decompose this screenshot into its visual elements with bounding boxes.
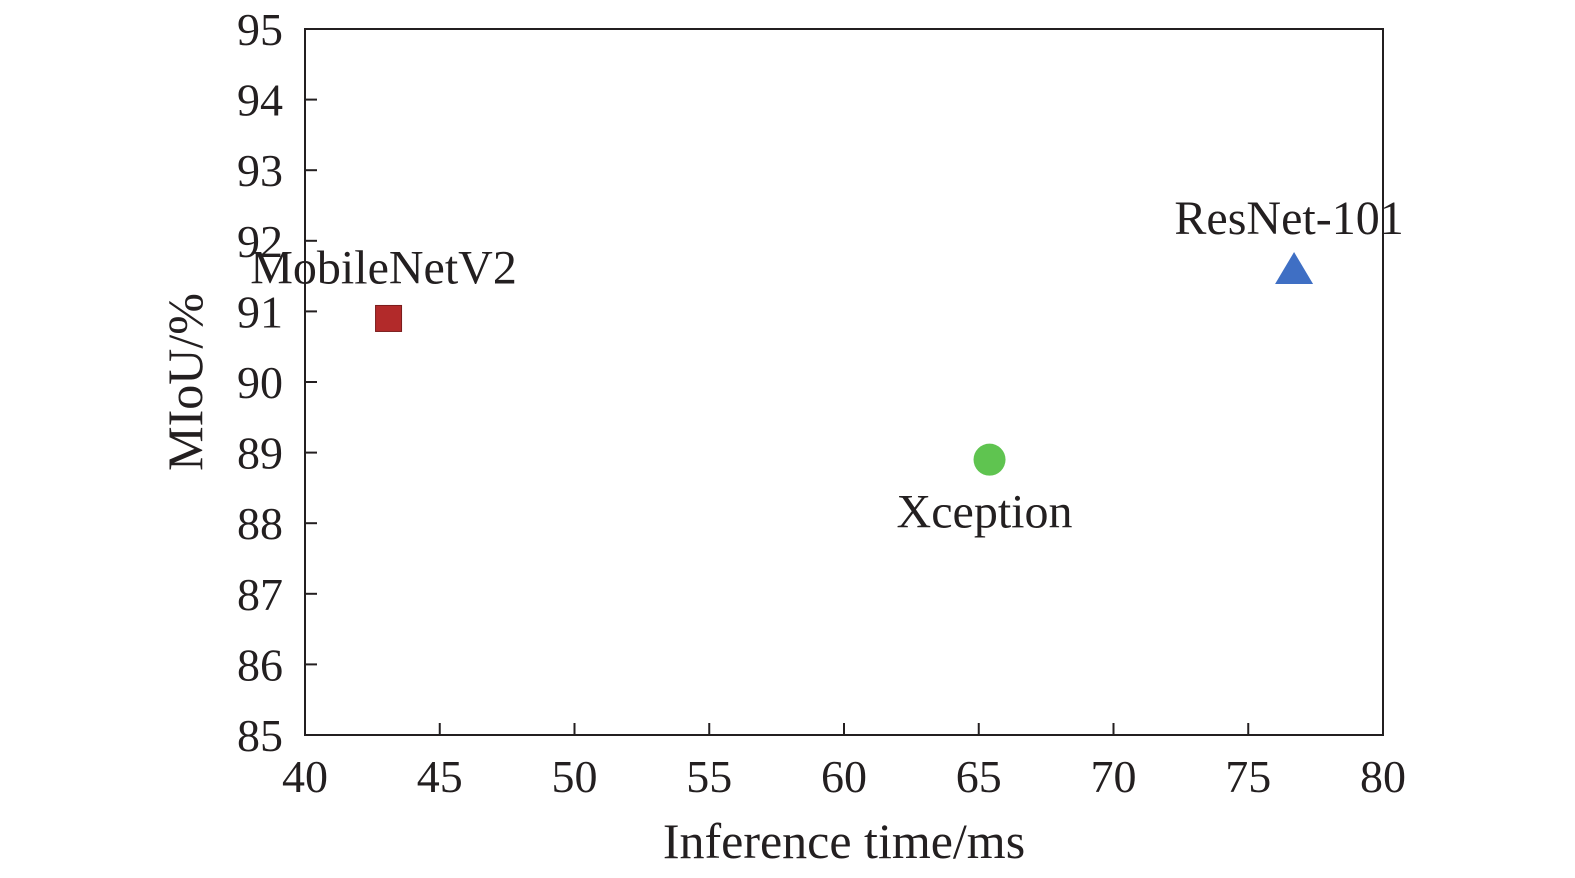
x-tick-label: 60 [821,751,867,802]
x-tick-label: 70 [1091,751,1137,802]
y-tick-label: 91 [237,286,283,337]
y-tick-label: 87 [237,569,283,620]
y-tick-label: 88 [237,498,283,549]
y-axis-title: MIoU/% [157,293,213,471]
y-tick-label: 85 [237,710,283,761]
point-label-mobilenetv2: MobileNetV2 [250,241,517,294]
point-label-resnet-101: ResNet-101 [1174,192,1403,245]
y-tick-label: 90 [237,357,283,408]
y-tick-label: 95 [237,4,283,55]
x-tick-label: 40 [282,751,328,802]
y-axis-ticks: 85 86 87 88 89 90 91 92 93 94 95 [237,4,317,761]
point-resnet-101-triangle [1275,252,1314,285]
data-points: MobileNetV2 Xception ResNet-101 [250,192,1403,539]
x-tick-label: 50 [552,751,598,802]
point-label-xception: Xception [897,486,1073,539]
x-tick-label: 65 [956,751,1002,802]
x-axis-title: Inference time/ms [663,813,1025,869]
x-tick-label: 75 [1225,751,1271,802]
x-tick-label: 80 [1360,751,1406,802]
x-tick-label: 55 [686,751,732,802]
point-xception-circle [973,443,1006,476]
y-tick-label: 86 [237,639,283,690]
y-tick-label: 94 [237,75,283,126]
y-tick-label: 93 [237,145,283,196]
x-tick-label: 45 [417,751,463,802]
point-mobilenetv2-square [375,304,403,332]
plot-frame [304,28,1384,736]
y-tick-label: 89 [237,428,283,479]
y-tick-label: 92 [237,216,283,267]
x-axis-ticks: 40 45 50 55 60 65 70 75 80 [282,723,1406,802]
